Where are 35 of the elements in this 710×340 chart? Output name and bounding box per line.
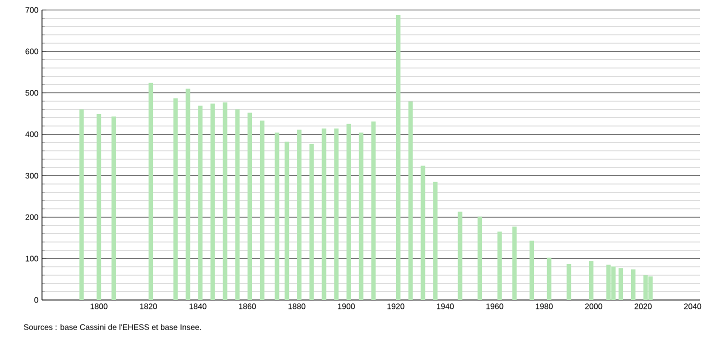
bar <box>530 240 534 300</box>
bar <box>618 268 624 300</box>
bar <box>478 216 482 300</box>
bar <box>148 82 154 300</box>
bar <box>173 98 178 300</box>
bar <box>297 130 302 300</box>
bar <box>346 124 351 300</box>
bar <box>248 112 252 300</box>
bar <box>79 109 84 300</box>
bar <box>260 120 264 300</box>
bar <box>210 104 215 300</box>
bar <box>566 264 572 300</box>
bar <box>358 132 364 300</box>
bar <box>512 226 517 300</box>
bar <box>334 128 339 300</box>
bar <box>112 116 116 300</box>
bar <box>96 114 102 300</box>
bar <box>309 144 314 300</box>
bar <box>322 128 326 300</box>
bar <box>284 142 290 300</box>
bar <box>235 109 240 300</box>
bar <box>588 261 594 300</box>
bar <box>198 106 203 300</box>
bar <box>420 166 426 300</box>
bar <box>433 182 438 300</box>
bar <box>546 258 552 300</box>
bar <box>186 88 190 300</box>
bar <box>408 102 413 300</box>
bar <box>497 232 502 300</box>
bar <box>274 132 280 300</box>
bar <box>630 269 636 300</box>
bar <box>371 121 376 300</box>
bar <box>458 212 462 300</box>
bar <box>222 102 228 300</box>
bar <box>396 14 400 300</box>
